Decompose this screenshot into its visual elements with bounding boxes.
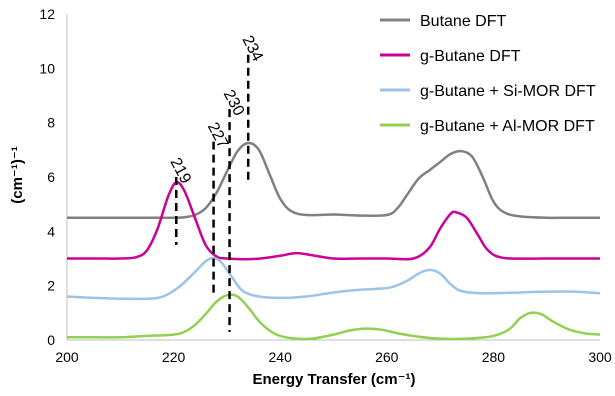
annotation-label-219: 219 — [166, 155, 194, 187]
series-line-4 — [66, 293, 601, 341]
x-tick-label: 300 — [588, 349, 612, 365]
x-tick-label: 200 — [55, 349, 79, 365]
series-line-1 — [66, 141, 601, 220]
y-tick-label: 2 — [47, 278, 55, 294]
annotation-label-227: 227 — [204, 120, 232, 152]
y-tick-label: 0 — [47, 332, 55, 348]
y-tick-label: 12 — [39, 6, 55, 22]
y-tick-label: 6 — [47, 169, 55, 185]
series-line-3 — [66, 256, 601, 301]
series-line-2 — [67, 181, 601, 261]
x-tick-label: 220 — [162, 349, 186, 365]
legend-label-3: g-Butane + Si-MOR DFT — [420, 83, 596, 100]
y-axis-title: (cm⁻¹)⁻¹ — [9, 146, 26, 204]
x-tick-label: 280 — [482, 349, 506, 365]
legend-label-2: g-Butane DFT — [420, 48, 521, 65]
x-tick-label: 240 — [269, 349, 293, 365]
x-tick-label: 260 — [375, 349, 399, 365]
legend-label-1: Butane DFT — [420, 13, 506, 30]
y-tick-label: 10 — [39, 60, 55, 76]
legend-label-4: g-Butane + Al-MOR DFT — [420, 118, 595, 135]
y-tick-label: 8 — [47, 115, 55, 131]
y-tick-label: 4 — [47, 223, 55, 239]
legend: Butane DFT g-Butane DFT g-Butane + Si-MOR … — [380, 13, 596, 135]
y-axis-title-group: (cm⁻¹)⁻¹ — [9, 146, 26, 204]
annotation-label-234: 234 — [238, 33, 266, 65]
annotation-label-230: 230 — [220, 87, 248, 119]
x-axis-title: Energy Transfer (cm⁻¹) — [253, 371, 416, 388]
